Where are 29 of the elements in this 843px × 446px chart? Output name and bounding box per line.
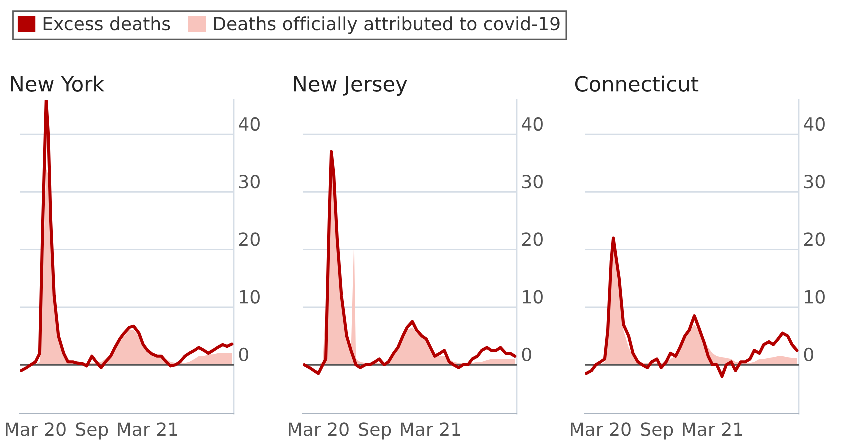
y-tick-label: 20: [239, 232, 260, 246]
y-tick-label: 0: [804, 348, 814, 362]
legend-label: Excess deaths: [44, 16, 170, 31]
y-tick-label: 20: [522, 232, 543, 246]
x-tick-label: Sep: [359, 422, 392, 440]
x-tick-label: Mar 21: [118, 422, 178, 436]
y-tick-label: 20: [804, 232, 825, 246]
chart-title: Connecticut: [575, 76, 699, 92]
y-tick-label: 30: [804, 175, 825, 189]
y-tick-label: 40: [522, 117, 543, 132]
y-tick-label: 10: [805, 290, 825, 304]
y-tick-label: 40: [804, 117, 825, 132]
x-tick-label: Mar 21: [401, 422, 460, 436]
chart-title: New Jersey: [294, 76, 408, 96]
chart-title: New York: [11, 76, 105, 92]
y-tick-label: 10: [240, 290, 260, 304]
x-tick-label: Mar 20: [571, 422, 631, 436]
x-tick-label: Sep: [76, 422, 108, 440]
legend-label: Deaths officially attributed to covid-19: [214, 16, 560, 34]
y-tick-label: 40: [239, 117, 260, 132]
y-tick-label: 0: [522, 348, 532, 362]
y-tick-label: 30: [522, 175, 543, 189]
x-tick-label: Sep: [641, 422, 674, 440]
y-tick-label: 0: [239, 348, 248, 362]
x-tick-label: Mar 20: [289, 422, 349, 436]
y-tick-label: 30: [240, 175, 260, 189]
x-tick-label: Mar 21: [683, 422, 742, 436]
x-tick-label: Mar 20: [6, 422, 66, 436]
y-tick-label: 10: [523, 290, 543, 304]
